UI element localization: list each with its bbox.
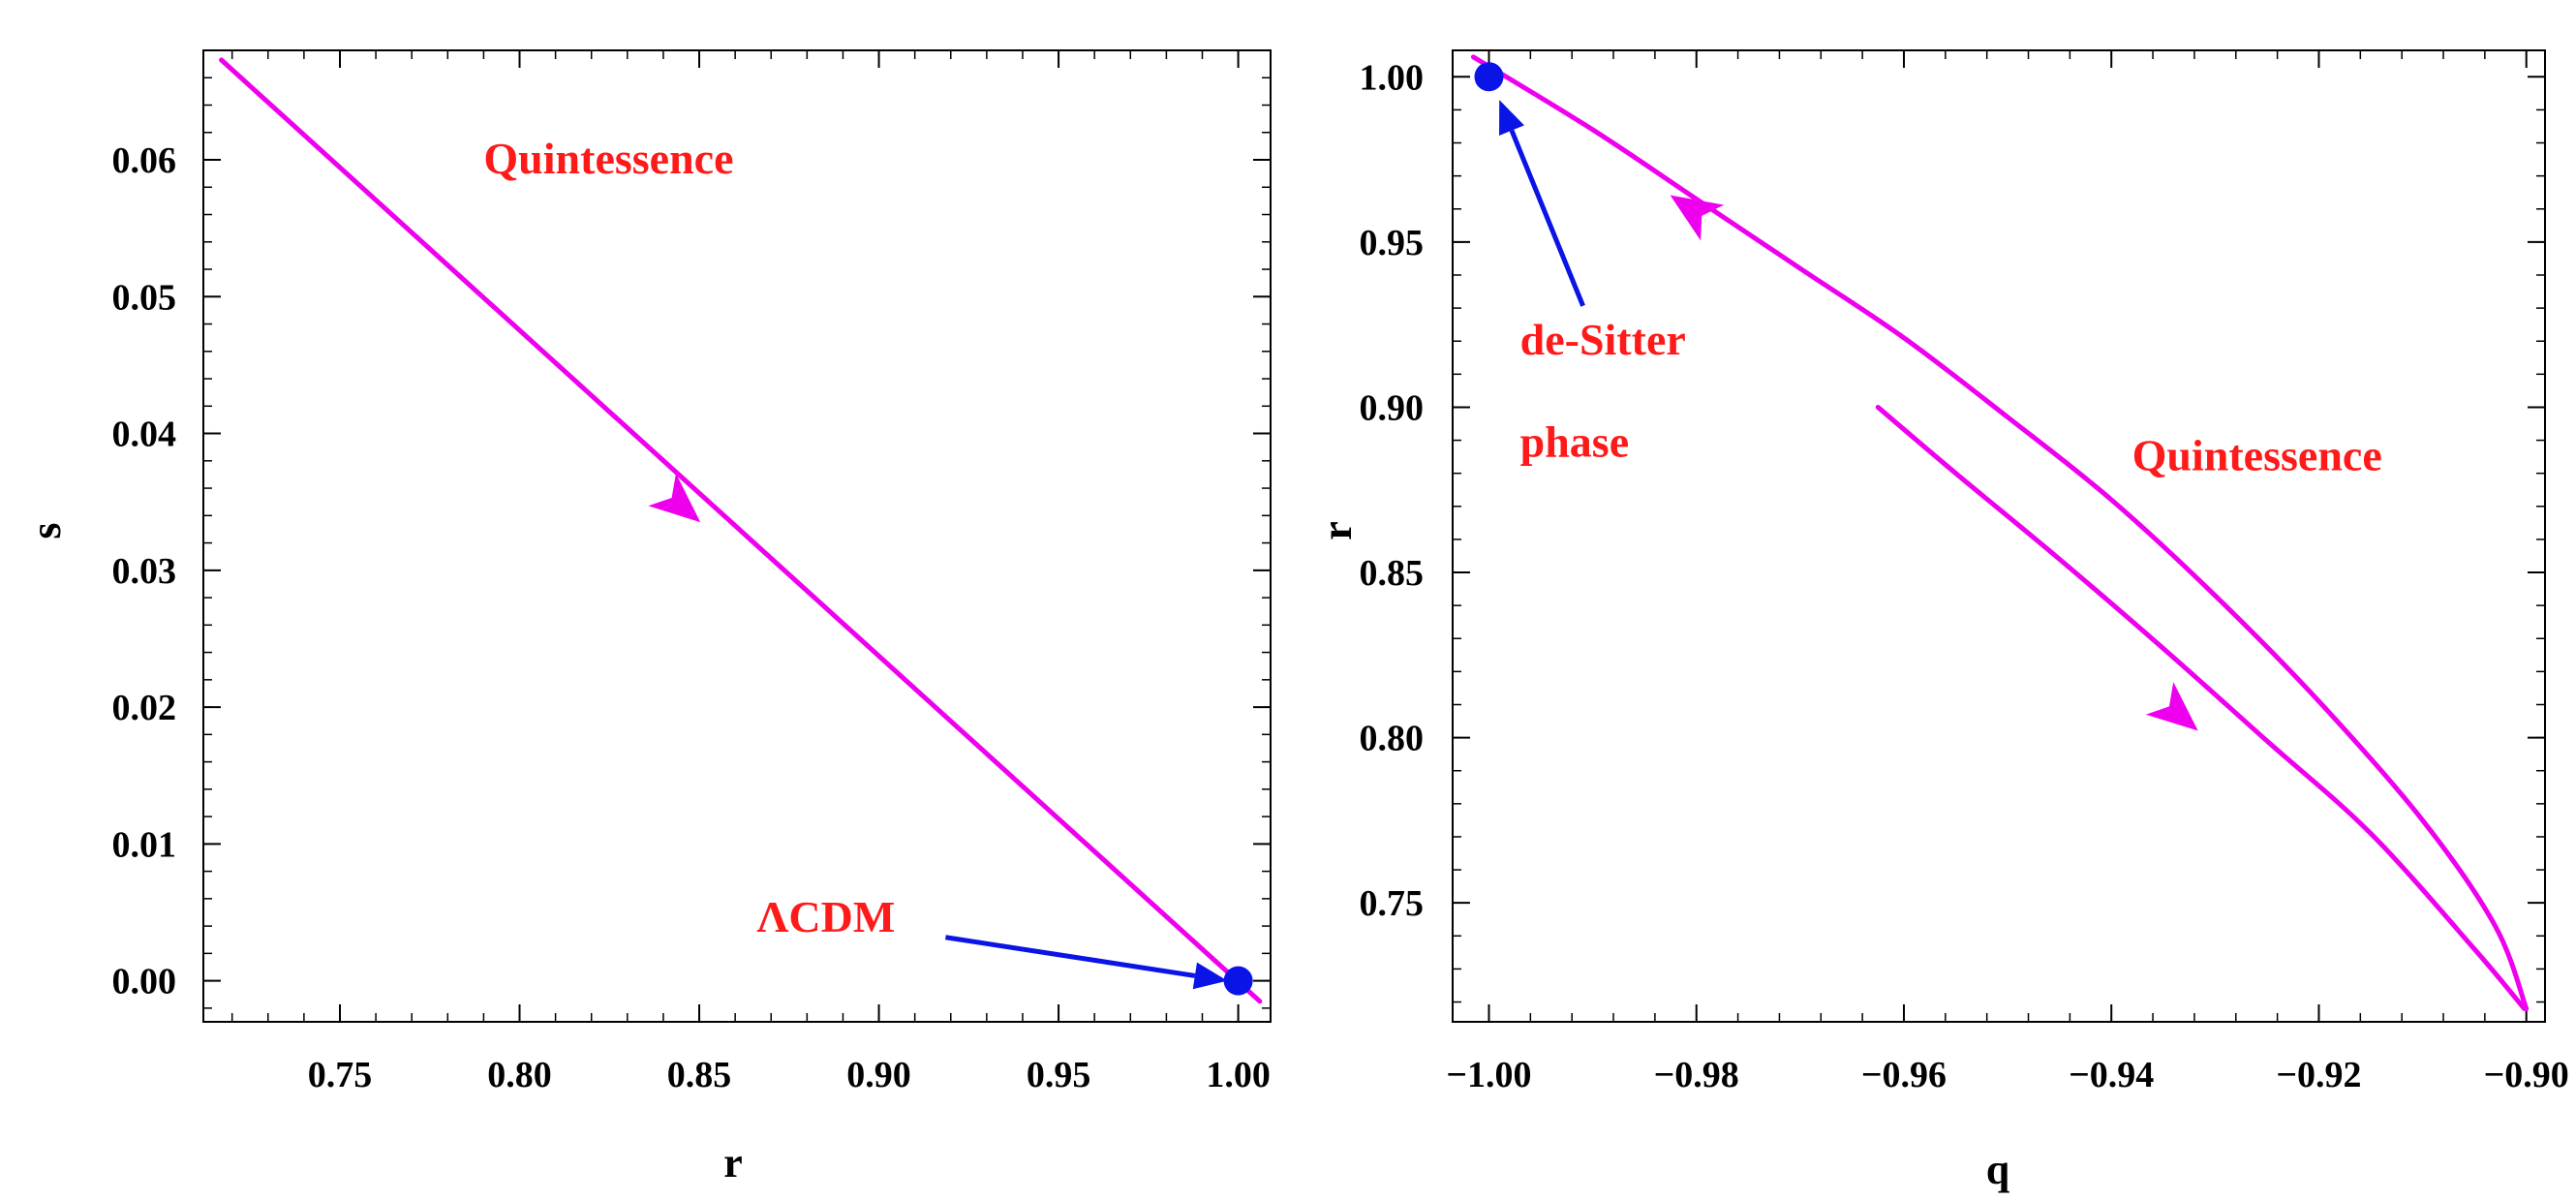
panel-r-vs-q: −1.00 −0.98 −0.96 −0.94 −0.92 −0.90 0.75 0.80 0.… (1313, 49, 2569, 1193)
y-tick-label: 0.01 (112, 824, 177, 865)
point-marker (1223, 966, 1253, 996)
y-tick-label: 0.02 (112, 688, 177, 728)
x-axis-title: r (723, 1139, 743, 1186)
direction-arrowhead (2145, 682, 2198, 731)
y-tick-label: 0.03 (112, 551, 177, 592)
y-tick-label: 0.80 (1360, 719, 1425, 759)
x-tick-label: 1.00 (1206, 1055, 1271, 1095)
y-axis-title: r (1313, 521, 1361, 540)
y-tick-label: 0.05 (112, 277, 177, 318)
y-tick-label: 0.06 (112, 140, 177, 181)
x-tick-label: −0.90 (2484, 1055, 2569, 1095)
annotation-arrow-line (945, 935, 1196, 978)
annotation-phase: phase (1520, 417, 1629, 467)
y-tick-label: 0.95 (1360, 223, 1425, 263)
plot-frame (1452, 49, 2546, 1023)
y-tick-label: 0.75 (1360, 883, 1425, 924)
annotation-arrowhead (1499, 100, 1524, 136)
x-tick-label: 0.85 (667, 1055, 732, 1095)
x-tick-label: −0.96 (1861, 1055, 1947, 1095)
annotation-de-sitter: de-Sitter (1520, 315, 1686, 364)
x-tick-label: −0.98 (1654, 1055, 1739, 1095)
series-curve-outer-branch (1470, 54, 2530, 1011)
y-tick-label: 0.04 (112, 415, 177, 455)
series-curve-trajectory (219, 57, 1263, 1004)
series-curve-inner-branch (1875, 404, 2528, 1011)
plot-frame (202, 49, 1272, 1023)
x-tick-label: 0.95 (1027, 1055, 1091, 1095)
y-tick-label: 0.85 (1360, 553, 1425, 594)
x-tick-label: −0.94 (2069, 1055, 2154, 1095)
panel-s-vs-r: 0.75 0.80 0.85 0.90 0.95 1.00 0.00 0.01 0.02 0.03… (22, 49, 1272, 1186)
annotation-quintessence: Quintessence (2132, 430, 2382, 479)
x-axis-title: q (1986, 1146, 2010, 1193)
annotation-arrowhead (1192, 962, 1228, 990)
x-tick-label: −1.00 (1446, 1055, 1531, 1095)
y-tick-label: 0.00 (112, 962, 177, 1002)
x-tick-label: 0.75 (308, 1055, 373, 1095)
annotation-arrow-line (1509, 129, 1585, 307)
x-tick-label: 0.80 (487, 1055, 552, 1095)
direction-arrowhead (1670, 195, 1725, 241)
annotation-quintessence: Quintessence (483, 134, 733, 183)
y-tick-label: 0.90 (1360, 387, 1425, 428)
direction-arrowhead (648, 473, 701, 523)
annotation-cdm: ΛCDM (756, 892, 895, 941)
x-tick-label: 0.90 (846, 1055, 911, 1095)
point-marker (1474, 62, 1504, 92)
y-tick-label: 1.00 (1360, 57, 1425, 98)
x-tick-label: −0.92 (2276, 1055, 2361, 1095)
y-axis-title: s (22, 522, 70, 539)
